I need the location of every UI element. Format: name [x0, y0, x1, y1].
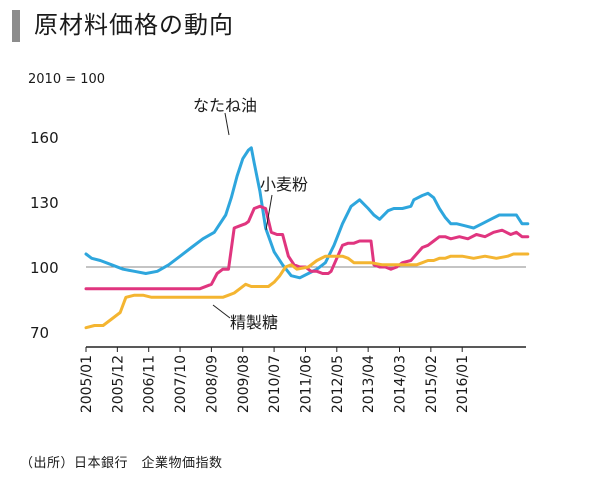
y-tick-label: 70 — [30, 324, 49, 342]
x-tick-label: 2008/09 — [204, 355, 220, 413]
series-group — [84, 146, 530, 330]
x-tick-label: 2014/03 — [393, 355, 409, 413]
x-tick-label: 2006/11 — [142, 355, 158, 413]
page-title: 原材料価格の動向 — [34, 11, 234, 39]
x-tick-label: 2005/01 — [79, 355, 95, 413]
y-tick-label: 130 — [30, 194, 59, 212]
annotation-refined-sugar: 精製糖 — [230, 313, 278, 332]
annotation-leader-wheat-flour — [265, 194, 273, 231]
x-tick-label: 2009/08 — [236, 355, 252, 413]
annotation-rapeseed-oil: なたね油 — [193, 96, 257, 115]
annotation-leader-refined-sugar — [212, 304, 231, 319]
series-line-0 — [84, 146, 530, 280]
x-tick-label: 2007/10 — [173, 355, 189, 413]
line-chart: 70 100 130 160 2005/01 2005/12 2006/11 2007/10… — [30, 96, 530, 413]
x-tick-label: 2015/02 — [424, 355, 440, 413]
y-tick-label: 100 — [30, 259, 59, 277]
x-tick-label: 2016/01 — [455, 355, 471, 413]
x-tick-label: 2012/05 — [330, 355, 346, 413]
title-accent-bar — [12, 10, 20, 42]
x-axis-ticks: 2005/01 2005/12 2006/11 2007/10 2008/09 2009/… — [79, 347, 471, 413]
series-line-2 — [84, 252, 530, 330]
source-note: （出所）日本銀行 企業物価指数 — [20, 456, 223, 471]
unit-note: 2010 = 100 — [28, 72, 106, 87]
series-line-1 — [84, 204, 530, 291]
annotation-leader-rapeseed-oil — [224, 112, 230, 136]
y-tick-label: 160 — [30, 129, 59, 147]
x-tick-label: 2005/12 — [110, 355, 126, 413]
x-tick-label: 2013/04 — [361, 355, 377, 413]
x-tick-label: 2010/07 — [267, 355, 283, 413]
annotation-wheat-flour: 小麦粉 — [260, 175, 308, 194]
y-axis: 70 100 130 160 — [30, 129, 59, 342]
x-tick-label: 2011/06 — [298, 355, 314, 413]
